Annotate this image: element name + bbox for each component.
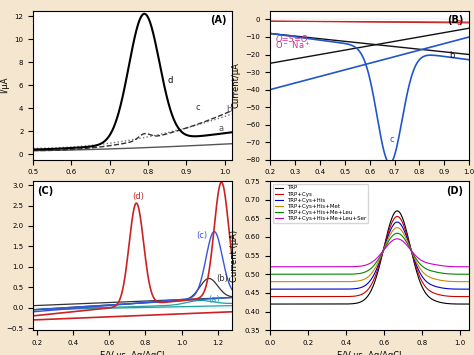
TRP [394, 209, 400, 213]
TRP+Cys+His [466, 287, 472, 291]
X-axis label: E/V (vs. SCE): E/V (vs. SCE) [106, 181, 160, 190]
Text: O$^-$ Na$^+$: O$^-$ Na$^+$ [275, 39, 311, 51]
X-axis label: E/V vs. Ag/AgCl: E/V vs. Ag/AgCl [337, 351, 402, 355]
TRP+Cys+His+Me+Leu [386, 239, 392, 243]
TRP+Cys [362, 290, 367, 295]
TRP+Cys+His+Met [375, 261, 381, 265]
TRP+Cys+His [386, 233, 392, 237]
TRP+Cys+His+Me+Leu [362, 270, 367, 274]
TRP+Cys [466, 294, 472, 299]
TRP [386, 226, 392, 230]
TRP+Cys+His+Me+Leu [431, 269, 437, 274]
X-axis label: E/V vs. Ag/AgCl: E/V vs. Ag/AgCl [100, 351, 165, 355]
Text: c: c [390, 135, 394, 144]
Text: (c): (c) [196, 231, 207, 240]
Text: (D): (D) [447, 186, 463, 196]
TRP+Cys [363, 289, 369, 294]
Text: b: b [449, 51, 455, 60]
Y-axis label: Current (μA): Current (μA) [230, 230, 239, 282]
Y-axis label: Current/μA: Current/μA [231, 62, 240, 108]
Legend: TRP, TRP+Cys, TRP+Cys+His, TRP+Cys+His+Met, TRP+Cys+His+Me+Leu, TRP+Cys+His+Me+L: TRP, TRP+Cys, TRP+Cys+His, TRP+Cys+His+M… [273, 184, 368, 223]
TRP+Cys+His [462, 287, 468, 291]
X-axis label: Potential/ V: Potential/ V [346, 181, 394, 190]
TRP+Cys+His+Met [267, 280, 273, 284]
Line: TRP+Cys+His+Met: TRP+Cys+His+Met [270, 228, 469, 282]
TRP+Cys+His+Met [466, 279, 472, 284]
TRP+Cys+His+Met [362, 277, 367, 281]
Text: d: d [167, 76, 173, 85]
TRP+Cys+His+Me+Leu+Ser [362, 263, 367, 268]
Line: TRP+Cys+His: TRP+Cys+His [270, 222, 469, 289]
TRP+Cys+His+Me+Leu+Ser [267, 265, 273, 269]
TRP+Cys+His+Met [386, 236, 392, 240]
Text: (A): (A) [210, 15, 226, 25]
TRP+Cys [386, 229, 392, 234]
TRP [375, 269, 381, 274]
TRP+Cys+His+Me+Leu+Ser [363, 263, 369, 267]
Text: c: c [196, 103, 201, 113]
TRP+Cys [267, 295, 273, 299]
TRP+Cys+His [362, 284, 367, 288]
Y-axis label: I/μA: I/μA [0, 77, 9, 93]
TRP+Cys+His+Me+Leu [394, 231, 400, 235]
TRP+Cys+His [363, 283, 369, 287]
Line: TRP+Cys+His+Me+Leu: TRP+Cys+His+Me+Leu [270, 233, 469, 274]
Text: (d): (d) [133, 192, 145, 201]
Line: TRP+Cys: TRP+Cys [270, 217, 469, 297]
TRP+Cys [462, 294, 468, 299]
Text: (a): (a) [209, 295, 220, 304]
TRP [363, 296, 369, 300]
TRP+Cys [431, 291, 437, 295]
TRP [431, 298, 437, 302]
Text: O=S=O: O=S=O [275, 35, 308, 44]
TRP+Cys+His+Me+Leu [375, 258, 381, 262]
TRP+Cys+His+Me+Leu+Ser [375, 255, 381, 259]
TRP+Cys+His+Me+Leu [267, 272, 273, 276]
Line: TRP: TRP [270, 211, 469, 304]
TRP+Cys+His+Me+Leu+Ser [466, 264, 472, 269]
TRP+Cys+His+Me+Leu+Ser [386, 242, 392, 246]
TRP+Cys+His+Me+Leu+Ser [431, 262, 437, 267]
TRP+Cys+His+Me+Leu [363, 269, 369, 274]
Text: b: b [227, 105, 232, 114]
Text: (C): (C) [37, 186, 54, 196]
TRP [267, 302, 273, 306]
Text: (B): (B) [447, 15, 463, 25]
TRP+Cys+His+Met [363, 276, 369, 280]
TRP [466, 302, 472, 306]
Text: (b): (b) [216, 274, 228, 283]
Text: a: a [457, 18, 462, 27]
Line: TRP+Cys+His+Me+Leu+Ser: TRP+Cys+His+Me+Leu+Ser [270, 239, 469, 267]
TRP+Cys+His [394, 220, 400, 224]
TRP+Cys+His+Met [431, 277, 437, 281]
TRP+Cys+His+Me+Leu+Ser [394, 237, 400, 241]
Y-axis label: Current (μA): Current (μA) [0, 230, 1, 282]
TRP [462, 302, 468, 306]
TRP+Cys+His+Me+Leu [466, 272, 472, 276]
TRP+Cys+His+Met [394, 225, 400, 230]
Text: a: a [219, 124, 224, 133]
TRP [362, 297, 367, 301]
TRP+Cys+His [431, 284, 437, 288]
TRP+Cys+His+Me+Leu+Ser [462, 264, 468, 269]
TRP+Cys+His+Me+Leu [462, 272, 468, 276]
TRP+Cys [375, 267, 381, 271]
TRP+Cys+His [375, 264, 381, 268]
TRP+Cys+His [267, 287, 273, 291]
TRP+Cys [394, 214, 400, 219]
TRP+Cys+His+Met [462, 279, 468, 284]
